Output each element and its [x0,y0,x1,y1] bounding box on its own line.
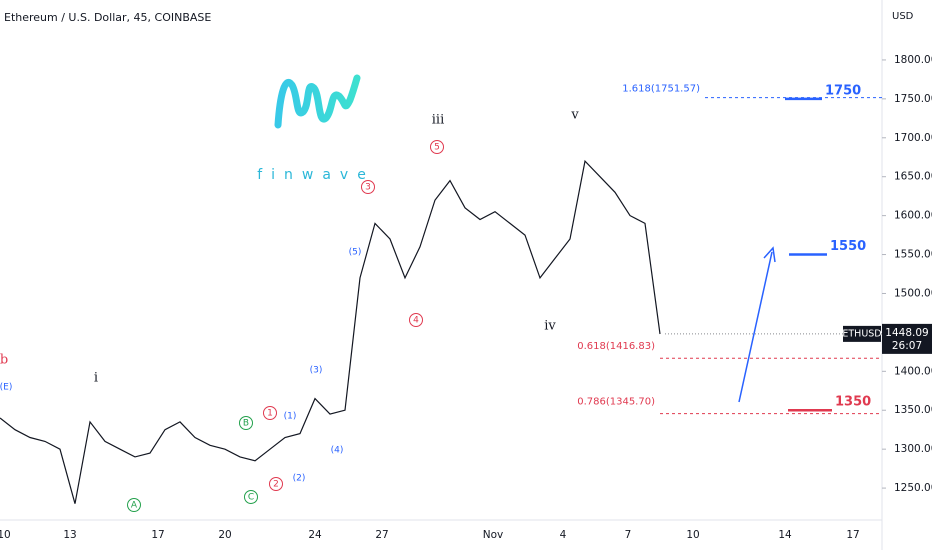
x-tick-label: 20 [218,529,231,541]
wave-label: (5) [349,248,362,258]
x-tick-label: 7 [625,529,632,541]
countdown-label: 26:07 [892,340,922,352]
wave-label: 5 [434,143,440,153]
wave-circle [409,313,423,327]
wave-circle [430,140,444,154]
wave-label: iv [544,319,556,334]
y-tick-label: 1250.00 [894,482,932,494]
y-tick-label: 1500.00 [894,287,932,299]
wave-label: B [243,419,249,429]
symbol-tag [843,325,881,342]
chart-title: Ethereum / U.S. Dollar, 45, COINBASE [4,11,211,24]
wave-label: (1) [284,412,297,422]
wave-circle [239,416,253,430]
x-tick-label: Nov [483,529,504,541]
wave-label: A [131,501,138,511]
wave-label: i [94,371,98,386]
wave-label: 3 [365,183,371,193]
target-label: 1350 [835,395,871,410]
last-price-label: 1448.09 [885,327,928,339]
wave-label: (3) [310,366,323,376]
wave-label: iii [432,113,444,128]
logo-text: finwave [257,167,375,183]
logo: finwave [257,74,375,183]
wave-label: C [248,493,254,503]
wave-label: v [570,108,579,123]
fib-level-label: 0.786(1345.70) [577,397,655,408]
price-axis: 1250.001300.001350.001400.001450.001500.… [882,54,932,494]
wave-circle [244,490,258,504]
wave-label: (2) [293,474,306,484]
wave-label: (E) [0,383,12,393]
y-tick-label: 1400.00 [894,365,932,377]
y-tick-label: 1700.00 [894,132,932,144]
logo-wave [274,74,361,129]
wave-label: 4 [413,316,419,326]
x-tick-label: 13 [63,529,76,541]
fib-level-label: 0.618(1416.83) [577,341,655,352]
x-tick-label: 10 [0,529,11,541]
target-label: 1750 [825,83,861,98]
target-label: 1550 [830,239,866,254]
projection-arrow [738,246,776,403]
x-tick-label: 27 [375,529,388,541]
x-tick-label: 4 [560,529,567,541]
x-tick-label: 17 [151,529,164,541]
y-tick-label: 1600.00 [894,210,932,222]
wave-label: b [0,353,8,368]
x-tick-label: 17 [846,529,859,541]
x-tick-label: 14 [778,529,792,541]
y-tick-label: 1650.00 [894,171,932,183]
price-line [0,159,661,504]
y-tick-label: 1800.00 [894,54,932,66]
y-tick-label: 1300.00 [894,443,932,455]
wave-circle [361,180,375,194]
last-price-tag [882,323,932,354]
wave-circle [269,477,283,491]
y-tick-label: 1750.00 [894,93,932,105]
fib-level-label: 1.618(1751.57) [622,84,700,95]
currency: USD [892,11,914,22]
wave-circle [127,498,141,512]
wave-circle [263,406,277,420]
symbol-label: ETHUSD [842,328,881,339]
y-tick-label: 1350.00 [894,404,932,416]
wave-label: (4) [331,446,344,456]
x-tick-label: 10 [686,529,699,541]
wave-label: 1 [267,409,273,419]
x-tick-label: 24 [308,529,322,541]
wave-label: 2 [273,480,279,490]
y-tick-label: 1550.00 [894,249,932,261]
